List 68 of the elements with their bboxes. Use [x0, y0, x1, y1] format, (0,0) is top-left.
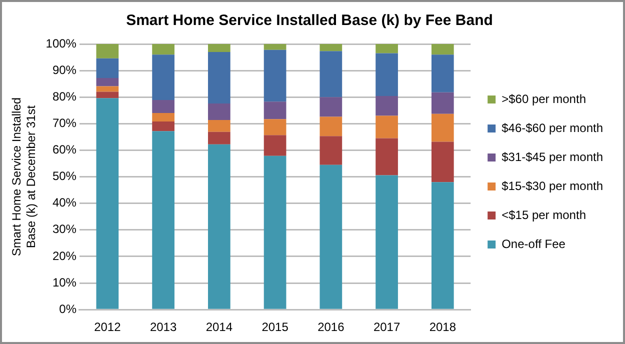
bar: [264, 156, 286, 309]
bar: [264, 50, 286, 102]
bar: [264, 44, 286, 50]
bar: [320, 97, 342, 117]
x-tick-label: 2018: [429, 320, 456, 334]
bar: [376, 96, 398, 116]
bar: [320, 44, 342, 52]
x-tick-label: 2017: [373, 320, 400, 334]
y-tick-label: 40%: [52, 196, 77, 210]
bar: [376, 53, 398, 96]
bar: [208, 120, 230, 132]
bar: [431, 54, 454, 92]
bar: [431, 114, 454, 142]
bar: [152, 54, 174, 100]
y-tick-label: 60%: [52, 142, 77, 157]
bar: [431, 44, 454, 55]
bar: [208, 103, 230, 120]
bar: [320, 51, 342, 98]
bar: [431, 92, 454, 114]
y-tick-label: 20%: [52, 248, 77, 263]
y-tick-label: 50%: [52, 169, 77, 184]
bar: [96, 44, 119, 58]
x-tick-label: 2013: [150, 320, 177, 334]
bar: [152, 131, 174, 309]
chart-title: Smart Home Service Installed Base (k) by Fee Band: [126, 12, 493, 30]
bar: [152, 122, 174, 132]
bar: [376, 116, 398, 138]
bar: [320, 116, 342, 136]
bar: [96, 58, 119, 78]
bar: [431, 182, 454, 309]
x-tick-label: 2012: [94, 320, 122, 334]
bar: [376, 44, 398, 54]
y-axis-title: Smart Home Service Installed Base (k) at December 31st: [10, 97, 38, 256]
bar: [208, 144, 230, 309]
bar: [96, 98, 119, 309]
y-tick-label: 100%: [46, 36, 77, 50]
bar: [152, 100, 174, 114]
x-tick-label: 2014: [206, 320, 233, 334]
bar: [431, 142, 454, 182]
bar: [96, 78, 119, 86]
bar: [152, 113, 174, 122]
bar: [320, 164, 342, 309]
y-tick-label: 10%: [52, 275, 77, 290]
bar: [208, 44, 230, 52]
bar: [208, 52, 230, 104]
bar: [320, 136, 342, 165]
bar: [96, 86, 119, 92]
y-tick-label: 30%: [52, 222, 77, 236]
x-tick-label: 2016: [318, 320, 345, 334]
bar: [264, 102, 286, 120]
y-tick-label: 0%: [59, 302, 77, 316]
bar: [264, 135, 286, 156]
legend-label: >$60 per month: [502, 92, 586, 106]
legend-label: $46-$60 per month: [502, 120, 604, 135]
legend-label: $15-$30 per month: [502, 178, 604, 193]
legend-label: <$15 per month: [502, 208, 586, 222]
y-tick-label: 90%: [52, 62, 77, 77]
bar: [376, 138, 398, 176]
x-tick-label: 2015: [262, 320, 289, 334]
y-tick-label: 80%: [52, 89, 77, 104]
legend-label: One-off Fee: [502, 236, 566, 251]
bar: [376, 175, 398, 309]
legend-label: $31-$45 per month: [502, 150, 604, 164]
y-tick-label: 70%: [52, 116, 77, 130]
bar: [152, 44, 174, 55]
bar: [264, 119, 286, 136]
bar: [208, 132, 230, 144]
bar: [96, 92, 119, 98]
